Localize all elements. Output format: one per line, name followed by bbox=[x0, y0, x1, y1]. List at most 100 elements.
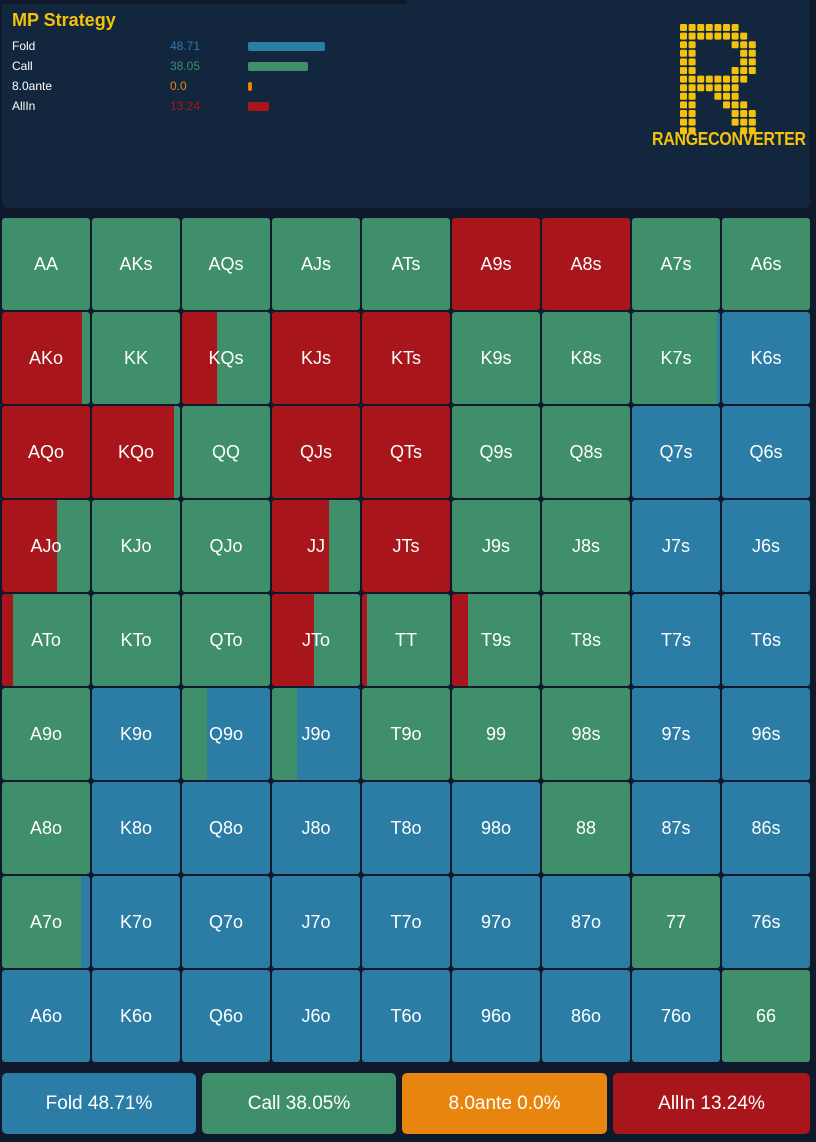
hand-label: 86s bbox=[751, 817, 781, 838]
hand-cell-Q8o[interactable]: Q8o bbox=[182, 782, 270, 874]
hand-cell-J7o[interactable]: J7o bbox=[272, 876, 360, 968]
hand-cell-T7o[interactable]: T7o bbox=[362, 876, 450, 968]
hand-cell-AJs[interactable]: AJs bbox=[272, 218, 360, 310]
hand-cell-96s[interactable]: 96s bbox=[722, 688, 810, 780]
summary-fold-button[interactable]: Fold 48.71% bbox=[2, 1073, 196, 1134]
hand-cell-QTs[interactable]: QTs bbox=[362, 406, 450, 498]
hand-cell-T9s[interactable]: T9s bbox=[452, 594, 540, 686]
hand-cell-98o[interactable]: 98o bbox=[452, 782, 540, 874]
hand-cell-Q9s[interactable]: Q9s bbox=[452, 406, 540, 498]
hand-cell-K7s[interactable]: K7s bbox=[632, 312, 720, 404]
hand-cell-QJo[interactable]: QJo bbox=[182, 500, 270, 592]
hand-cell-AKo[interactable]: AKo bbox=[2, 312, 90, 404]
hand-cell-JJ[interactable]: JJ bbox=[272, 500, 360, 592]
hand-cell-J8s[interactable]: J8s bbox=[542, 500, 630, 592]
hand-label: QQ bbox=[211, 441, 240, 462]
hand-cell-66[interactable]: 66 bbox=[722, 970, 810, 1062]
hand-cell-J9o[interactable]: J9o bbox=[272, 688, 360, 780]
hand-cell-JTo[interactable]: JTo bbox=[272, 594, 360, 686]
hand-cell-TT[interactable]: TT bbox=[362, 594, 450, 686]
hand-cell-A7s[interactable]: A7s bbox=[632, 218, 720, 310]
hand-cell-86o[interactable]: 86o bbox=[542, 970, 630, 1062]
hand-segment-fold bbox=[722, 688, 810, 780]
hand-cell-T8s[interactable]: T8s bbox=[542, 594, 630, 686]
hand-cell-KQs[interactable]: KQs bbox=[182, 312, 270, 404]
logo-dot bbox=[731, 118, 739, 126]
hand-cell-K8o[interactable]: K8o bbox=[92, 782, 180, 874]
hand-cell-K6s[interactable]: K6s bbox=[722, 312, 810, 404]
hand-cell-86s[interactable]: 86s bbox=[722, 782, 810, 874]
hand-cell-QQ[interactable]: QQ bbox=[182, 406, 270, 498]
hand-cell-Q9o[interactable]: Q9o bbox=[182, 688, 270, 780]
hand-cell-87s[interactable]: 87s bbox=[632, 782, 720, 874]
hand-cell-KJs[interactable]: KJs bbox=[272, 312, 360, 404]
hand-cell-K8s[interactable]: K8s bbox=[542, 312, 630, 404]
hand-cell-ATo[interactable]: ATo bbox=[2, 594, 90, 686]
hand-cell-T7s[interactable]: T7s bbox=[632, 594, 720, 686]
hand-cell-A9o[interactable]: A9o bbox=[2, 688, 90, 780]
hand-cell-AQo[interactable]: AQo bbox=[2, 406, 90, 498]
hand-cell-T6s[interactable]: T6s bbox=[722, 594, 810, 686]
hand-cell-QTo[interactable]: QTo bbox=[182, 594, 270, 686]
hand-cell-A7o[interactable]: A7o bbox=[2, 876, 90, 968]
hand-cell-J6o[interactable]: J6o bbox=[272, 970, 360, 1062]
hand-cell-87o[interactable]: 87o bbox=[542, 876, 630, 968]
hand-cell-KJo[interactable]: KJo bbox=[92, 500, 180, 592]
hand-cell-J6s[interactable]: J6s bbox=[722, 500, 810, 592]
summary-allin-button[interactable]: AllIn 13.24% bbox=[613, 1073, 810, 1134]
hand-cell-A8s[interactable]: A8s bbox=[542, 218, 630, 310]
hand-cell-J7s[interactable]: J7s bbox=[632, 500, 720, 592]
hand-cell-AA[interactable]: AA bbox=[2, 218, 90, 310]
hand-cell-KK[interactable]: KK bbox=[92, 312, 180, 404]
logo-dot bbox=[680, 41, 687, 49]
hand-cell-K7o[interactable]: K7o bbox=[92, 876, 180, 968]
hand-segment-fold bbox=[632, 782, 720, 874]
hand-cell-J9s[interactable]: J9s bbox=[452, 500, 540, 592]
hand-cell-Q7s[interactable]: Q7s bbox=[632, 406, 720, 498]
hand-cell-J8o[interactable]: J8o bbox=[272, 782, 360, 874]
hand-cell-88[interactable]: 88 bbox=[542, 782, 630, 874]
hand-label: KJo bbox=[120, 535, 152, 556]
hand-cell-ATs[interactable]: ATs bbox=[362, 218, 450, 310]
hand-cell-KTo[interactable]: KTo bbox=[92, 594, 180, 686]
hand-cell-Q7o[interactable]: Q7o bbox=[182, 876, 270, 968]
hand-cell-A9s[interactable]: A9s bbox=[452, 218, 540, 310]
hand-segment-fold bbox=[722, 876, 810, 968]
legend-bar bbox=[248, 82, 252, 91]
hand-cell-99[interactable]: 99 bbox=[452, 688, 540, 780]
hand-cell-76o[interactable]: 76o bbox=[632, 970, 720, 1062]
hand-cell-97s[interactable]: 97s bbox=[632, 688, 720, 780]
logo-dot bbox=[680, 101, 687, 109]
hand-cell-KQo[interactable]: KQo bbox=[92, 406, 180, 498]
hand-cell-K9s[interactable]: K9s bbox=[452, 312, 540, 404]
hand-cell-98s[interactable]: 98s bbox=[542, 688, 630, 780]
hand-cell-JTs[interactable]: JTs bbox=[362, 500, 450, 592]
hand-cell-96o[interactable]: 96o bbox=[452, 970, 540, 1062]
hand-label: AJs bbox=[300, 253, 331, 274]
hand-cell-A6o[interactable]: A6o bbox=[2, 970, 90, 1062]
hand-cell-QJs[interactable]: QJs bbox=[272, 406, 360, 498]
hand-label: AA bbox=[33, 253, 58, 274]
hand-cell-76s[interactable]: 76s bbox=[722, 876, 810, 968]
summary-call-button[interactable]: Call 38.05% bbox=[202, 1073, 396, 1134]
hand-label: 99 bbox=[485, 723, 507, 744]
hand-cell-77[interactable]: 77 bbox=[632, 876, 720, 968]
hand-cell-A6s[interactable]: A6s bbox=[722, 218, 810, 310]
hand-cell-T6o[interactable]: T6o bbox=[362, 970, 450, 1062]
hand-cell-K9o[interactable]: K9o bbox=[92, 688, 180, 780]
legend-row-ante: 8.0ante 0.0 bbox=[12, 79, 352, 97]
hand-cell-Q6s[interactable]: Q6s bbox=[722, 406, 810, 498]
hand-cell-KTs[interactable]: KTs bbox=[362, 312, 450, 404]
summary-ante-button[interactable]: 8.0ante 0.0% bbox=[402, 1073, 607, 1134]
hand-cell-K6o[interactable]: K6o bbox=[92, 970, 180, 1062]
hand-label: 96o bbox=[480, 1005, 512, 1026]
hand-cell-AJo[interactable]: AJo bbox=[2, 500, 90, 592]
hand-cell-97o[interactable]: 97o bbox=[452, 876, 540, 968]
hand-cell-Q6o[interactable]: Q6o bbox=[182, 970, 270, 1062]
hand-cell-A8o[interactable]: A8o bbox=[2, 782, 90, 874]
hand-cell-T9o[interactable]: T9o bbox=[362, 688, 450, 780]
hand-cell-AKs[interactable]: AKs bbox=[92, 218, 180, 310]
hand-cell-T8o[interactable]: T8o bbox=[362, 782, 450, 874]
hand-cell-Q8s[interactable]: Q8s bbox=[542, 406, 630, 498]
hand-cell-AQs[interactable]: AQs bbox=[182, 218, 270, 310]
